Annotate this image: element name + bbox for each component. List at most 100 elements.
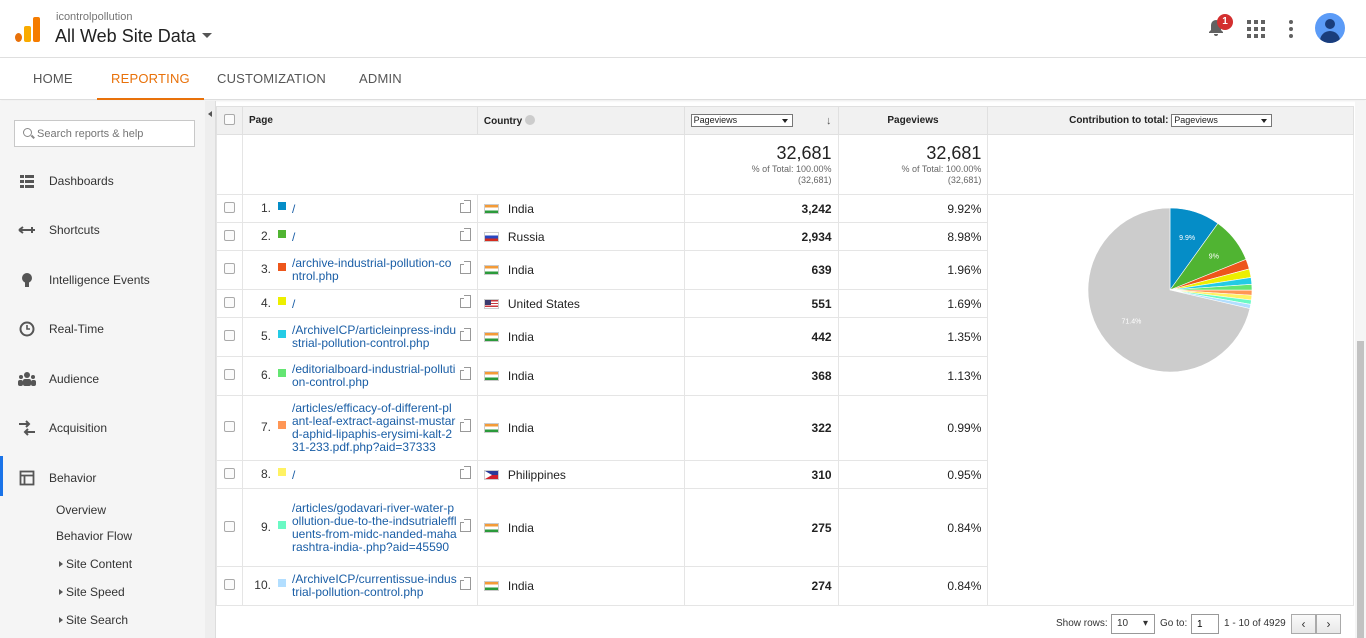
external-link-icon[interactable] — [459, 227, 471, 241]
row-checkbox[interactable] — [223, 330, 235, 341]
avatar[interactable] — [1315, 13, 1345, 43]
country-name[interactable]: India — [507, 330, 534, 344]
show-rows-select[interactable]: 10 ▾ — [1111, 614, 1155, 634]
country-name[interactable]: India — [507, 263, 534, 277]
more-options-icon[interactable] — [1288, 20, 1294, 38]
row-checkbox[interactable] — [223, 263, 235, 274]
external-link-icon[interactable] — [459, 328, 471, 341]
table-row[interactable]: 7. /articles/efficacy-of-different-plant-… — [216, 395, 1354, 461]
pct-value: 8.98% — [837, 222, 989, 251]
sidebar-item-intelligence-events[interactable]: Intelligence Events — [0, 265, 205, 295]
pie-slice[interactable] — [1088, 207, 1251, 373]
row-checkbox[interactable] — [223, 296, 235, 308]
show-rows-label: Show rows: — [1056, 618, 1108, 629]
table-row[interactable]: 8. / Philippines 310 0.95% — [216, 460, 1354, 489]
sidebar-subitem-site-content[interactable]: Site Content — [59, 557, 132, 571]
external-link-icon[interactable] — [459, 367, 471, 380]
country-column-header[interactable]: Country — [476, 106, 685, 135]
country-name[interactable]: United States — [507, 296, 580, 311]
row-checkbox[interactable] — [223, 467, 235, 479]
metric-select[interactable]: Pageviews — [690, 114, 793, 127]
sidebar-item-real-time[interactable]: Real-Time — [0, 314, 205, 344]
page-cell: 2. / — [241, 222, 478, 251]
help-icon[interactable] — [525, 114, 536, 125]
page-link[interactable]: / — [291, 201, 296, 216]
table-row[interactable]: 1. / India 3,242 9.92% 9.9% 9% 71.4% — [216, 194, 1354, 606]
apps-grid-icon[interactable] — [1247, 20, 1265, 38]
country-name[interactable]: Russia — [507, 229, 545, 244]
external-link-icon[interactable] — [459, 199, 471, 213]
next-page-button[interactable]: › — [1316, 614, 1341, 634]
row-checkbox[interactable] — [223, 579, 235, 590]
page-column-header[interactable]: Page — [241, 106, 478, 135]
sidebar-item-behavior[interactable]: Behavior — [0, 456, 205, 496]
contribution-select[interactable]: Pageviews — [1171, 114, 1273, 127]
sidebar-item-acquisition[interactable]: Acquisition — [0, 413, 205, 443]
row-checkbox[interactable] — [223, 369, 235, 380]
chevron-down-icon[interactable] — [202, 33, 212, 38]
page-link[interactable]: /editorialboard-industrial-pollution-con… — [291, 362, 456, 389]
country-name[interactable]: India — [507, 421, 534, 435]
sidebar-subitem-site-speed[interactable]: Site Speed — [59, 585, 125, 599]
sidebar-item-audience[interactable]: Audience — [0, 364, 205, 394]
table-row[interactable]: 9. /articles/godavari-river-water-polluti… — [216, 488, 1354, 567]
tab-reporting[interactable]: REPORTING — [97, 58, 204, 100]
external-link-icon[interactable] — [459, 294, 471, 308]
sidebar-item-shortcuts[interactable]: Shortcuts — [0, 215, 205, 245]
table-row[interactable]: 4. / United States 551 1.69% — [216, 289, 1354, 318]
pie-chart[interactable]: 9.9% 9% 71.4% — [1087, 207, 1255, 375]
country-name[interactable]: India — [507, 369, 534, 383]
pageviews-column-header[interactable]: Pageviews — [837, 106, 989, 135]
tab-customization[interactable]: CUSTOMIZATION — [217, 71, 327, 86]
account-name[interactable]: icontrolpollution — [56, 11, 133, 23]
row-checkbox[interactable] — [223, 201, 235, 213]
sidebar-subitem-overview[interactable]: Overview — [56, 503, 107, 517]
external-link-icon[interactable] — [459, 465, 471, 479]
sort-down-icon[interactable]: ↓ — [826, 115, 832, 127]
metric-value: 310 — [683, 460, 839, 489]
search-box[interactable] — [14, 120, 195, 147]
sidebar-subitem-behavior-flow[interactable]: Behavior Flow — [56, 529, 133, 543]
metric-value: 442 — [683, 317, 839, 357]
property-selector[interactable]: All Web Site Data — [55, 26, 196, 46]
table-row[interactable]: 6. /editorialboard-industrial-pollution-c… — [216, 356, 1354, 396]
external-link-icon[interactable] — [459, 518, 471, 532]
country-cell: India — [476, 566, 685, 606]
tab-admin[interactable]: ADMIN — [359, 71, 402, 86]
country-name[interactable]: India — [507, 201, 534, 216]
page-link[interactable]: / — [291, 229, 296, 244]
goto-input[interactable] — [1191, 614, 1219, 634]
analytics-logo-icon[interactable] — [15, 16, 41, 42]
page-link[interactable]: /ArchiveICP/articleinpress-industrial-po… — [291, 323, 457, 350]
page-link[interactable]: /archive-industrial-pollution-control.ph… — [291, 256, 452, 283]
goto-label: Go to: — [1160, 618, 1188, 629]
table-row[interactable]: 5. /ArchiveICP/articleinpress-industrial-… — [216, 317, 1354, 357]
sidebar-subitem-site-search[interactable]: Site Search — [59, 613, 128, 627]
scrollbar-thumb[interactable] — [1357, 341, 1364, 638]
search-input[interactable] — [37, 125, 187, 142]
contribution-label: Contribution to total: — [1069, 115, 1169, 127]
page-link[interactable]: /articles/godavari-river-water-pollution… — [291, 500, 457, 554]
prev-page-button[interactable]: ‹ — [1291, 614, 1316, 634]
table-row[interactable]: 3. /archive-industrial-pollution-control.… — [216, 250, 1354, 290]
page-link[interactable]: / — [291, 467, 296, 482]
country-name[interactable]: Philippines — [507, 467, 566, 482]
table-row[interactable]: 10. /ArchiveICP/currentissue-industrial-p… — [216, 566, 1354, 606]
page-link[interactable]: /articles/efficacy-of-different-plant-le… — [291, 401, 456, 454]
row-checkbox[interactable] — [223, 520, 235, 532]
select-all-checkbox[interactable] — [223, 113, 235, 125]
tab-home[interactable]: HOME — [33, 71, 73, 86]
select-all-header — [216, 106, 243, 135]
vertical-scrollbar[interactable] — [1355, 101, 1366, 638]
external-link-icon[interactable] — [459, 261, 471, 274]
country-name[interactable]: India — [507, 520, 534, 535]
page-link[interactable]: / — [291, 296, 296, 311]
row-checkbox[interactable] — [223, 421, 235, 432]
external-link-icon[interactable] — [459, 577, 471, 590]
sidebar-item-dashboards[interactable]: Dashboards — [0, 166, 205, 196]
country-name[interactable]: India — [507, 579, 534, 593]
collapse-sidebar-button[interactable] — [205, 101, 216, 638]
external-link-icon[interactable] — [459, 419, 471, 432]
row-checkbox[interactable] — [223, 229, 235, 241]
page-link[interactable]: /ArchiveICP/currentissue-industrial-poll… — [291, 572, 457, 599]
